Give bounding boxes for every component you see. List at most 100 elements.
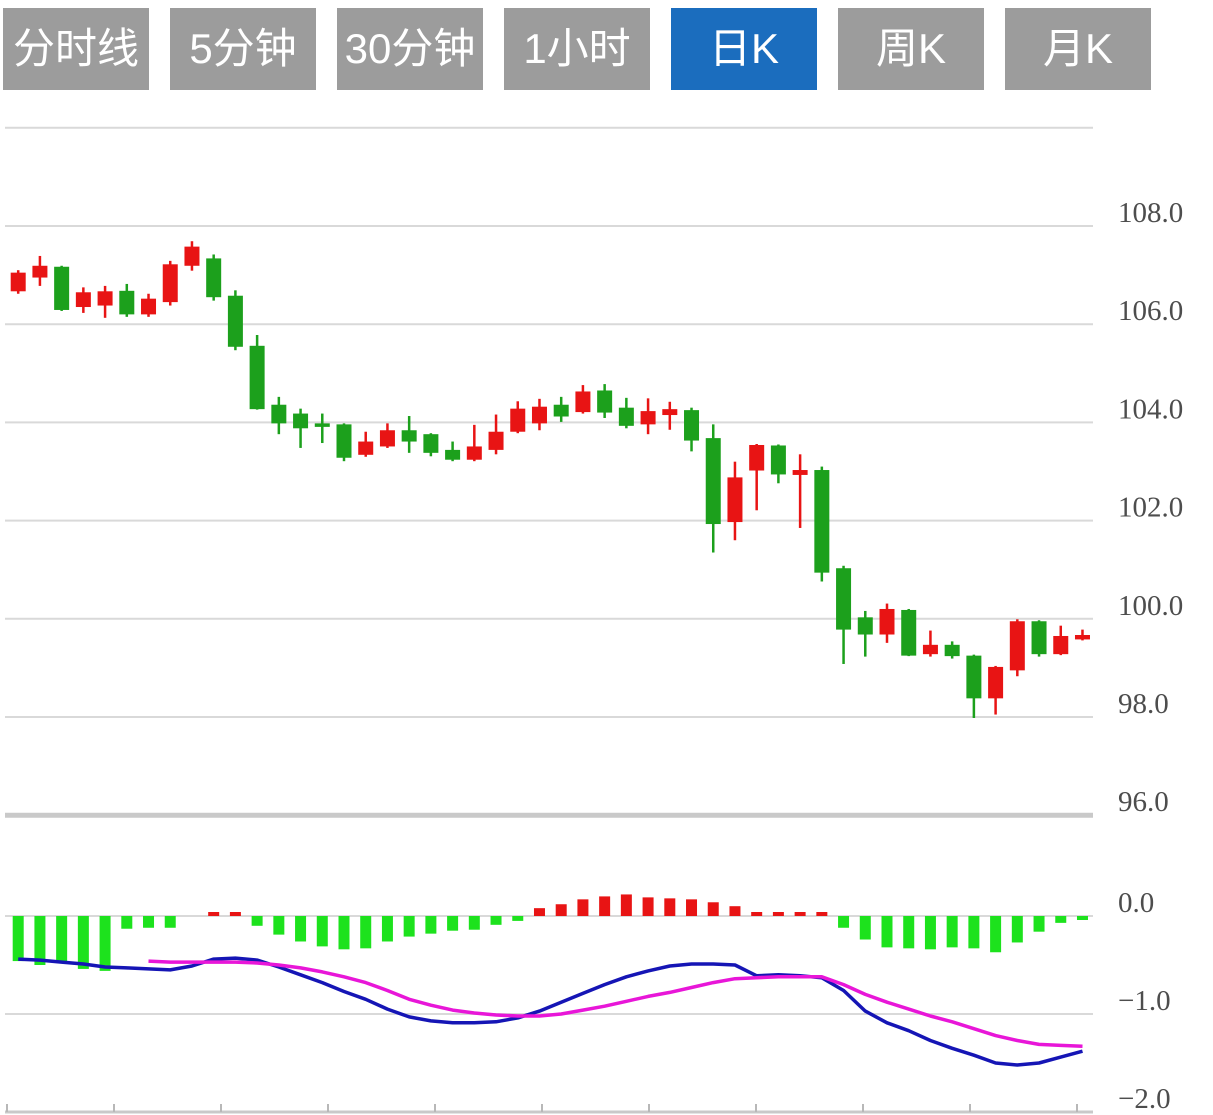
macd-histogram-bar bbox=[620, 894, 632, 916]
candle-body bbox=[445, 449, 461, 460]
candle-body bbox=[966, 655, 982, 699]
candle-body bbox=[358, 441, 374, 455]
macd-histogram-bar bbox=[794, 912, 806, 916]
macd-histogram-bar bbox=[642, 897, 654, 916]
candle-body bbox=[618, 407, 634, 426]
price-axis-label: 98.0 bbox=[1118, 688, 1169, 720]
candle-body bbox=[10, 272, 26, 292]
candle-body bbox=[662, 409, 678, 416]
macd-histogram-bar bbox=[273, 916, 285, 935]
candle-body bbox=[141, 298, 157, 315]
macd-histogram-bar bbox=[360, 916, 372, 949]
candle-body bbox=[510, 408, 526, 432]
candle-body bbox=[423, 434, 439, 453]
macd-histogram-bar bbox=[99, 916, 111, 971]
price-axis-label: 102.0 bbox=[1118, 492, 1183, 524]
macd-histogram-bar bbox=[229, 912, 241, 916]
macd-histogram-bar bbox=[577, 899, 589, 916]
candle-body bbox=[879, 608, 895, 635]
candle-body bbox=[32, 265, 48, 278]
macd-histogram-bar bbox=[381, 916, 393, 942]
candle-body bbox=[1031, 621, 1047, 655]
candle-body bbox=[640, 411, 656, 425]
macd-histogram-bar bbox=[1055, 916, 1067, 923]
price-axis-label: 100.0 bbox=[1118, 590, 1183, 622]
candle-body bbox=[749, 444, 765, 471]
candle-body bbox=[836, 568, 852, 630]
macd-histogram-bar bbox=[599, 896, 611, 916]
macd-histogram-bar bbox=[555, 904, 567, 916]
macd-histogram-bar bbox=[533, 908, 545, 916]
candle-body bbox=[249, 345, 265, 410]
candle-body bbox=[553, 404, 569, 417]
macd-histogram-bar bbox=[859, 916, 871, 940]
candle-body bbox=[705, 438, 721, 525]
macd-histogram-bar bbox=[924, 916, 936, 950]
candle-wick bbox=[798, 454, 802, 528]
candle-body bbox=[770, 445, 786, 475]
candle-body bbox=[575, 391, 591, 413]
candle-body bbox=[97, 291, 113, 306]
macd-histogram-bar bbox=[295, 916, 307, 942]
macd-histogram-bar bbox=[990, 916, 1002, 953]
macd-histogram-bar bbox=[664, 898, 676, 916]
macd-axis-label: −2.0 bbox=[1118, 1083, 1171, 1115]
tab-weekly-k[interactable]: 周K bbox=[838, 8, 984, 90]
price-axis-label: 104.0 bbox=[1118, 393, 1183, 425]
macd-histogram-bar bbox=[121, 916, 133, 929]
macd-histogram-bar bbox=[903, 916, 915, 949]
macd-histogram-bar bbox=[946, 916, 958, 948]
candle-wick bbox=[473, 424, 476, 462]
macd-histogram-bar bbox=[34, 916, 46, 965]
tab-monthly-k[interactable]: 月K bbox=[1005, 8, 1151, 90]
candle-body bbox=[857, 617, 873, 635]
tab-30min[interactable]: 30分钟 bbox=[337, 8, 483, 90]
macd-histogram-bar bbox=[1076, 916, 1088, 920]
candle-body bbox=[488, 431, 504, 450]
macd-histogram-bar bbox=[316, 916, 328, 947]
tab-5min[interactable]: 5分钟 bbox=[170, 8, 316, 90]
macd-histogram-bar bbox=[751, 912, 763, 916]
macd-histogram-bar bbox=[729, 906, 741, 916]
candle-body bbox=[531, 406, 547, 424]
price-axis-label: 106.0 bbox=[1118, 295, 1183, 327]
macd-histogram-bar bbox=[12, 916, 24, 962]
macd-histogram-bar bbox=[208, 912, 220, 916]
macd-histogram-bar bbox=[425, 916, 437, 934]
tab-minute-line[interactable]: 分时线 bbox=[3, 8, 149, 90]
candle-wick bbox=[668, 401, 672, 430]
candle-body bbox=[206, 258, 222, 298]
timeframe-tabbar: 分时线 5分钟 30分钟 1小时 日K 周K 月K bbox=[3, 8, 1151, 90]
macd-histogram-bar bbox=[490, 916, 502, 925]
candle-body bbox=[792, 470, 808, 475]
candle-body bbox=[922, 644, 938, 655]
candle-body bbox=[293, 413, 309, 429]
candle-wick bbox=[321, 413, 324, 444]
candle-body bbox=[814, 470, 830, 573]
macd-histogram-bar bbox=[1011, 916, 1023, 943]
macd-histogram-bar bbox=[707, 902, 719, 916]
candle-body bbox=[988, 666, 1004, 699]
candle-body bbox=[597, 390, 613, 413]
candle-body bbox=[75, 292, 91, 308]
macd-histogram-bar bbox=[512, 916, 524, 921]
price-axis-label: 108.0 bbox=[1118, 197, 1183, 229]
macd-histogram-bar bbox=[838, 916, 850, 928]
macd-histogram-bar bbox=[77, 916, 89, 969]
candle-body bbox=[314, 423, 330, 427]
candle-body bbox=[119, 290, 135, 315]
candle-body bbox=[901, 609, 917, 656]
candle-body bbox=[336, 424, 352, 458]
tab-1hour[interactable]: 1小时 bbox=[504, 8, 650, 90]
macd-histogram-bar bbox=[403, 916, 415, 937]
candle-body bbox=[1053, 635, 1069, 655]
macd-histogram-bar bbox=[56, 916, 68, 964]
tab-daily-k[interactable]: 日K bbox=[671, 8, 817, 90]
macd-histogram-bar bbox=[338, 916, 350, 950]
candle-body bbox=[1009, 621, 1025, 671]
macd-axis-label: 0.0 bbox=[1118, 887, 1154, 919]
dea-line bbox=[148, 959, 1083, 1049]
candle-body bbox=[944, 644, 960, 657]
macd-histogram-bar bbox=[1033, 916, 1045, 932]
